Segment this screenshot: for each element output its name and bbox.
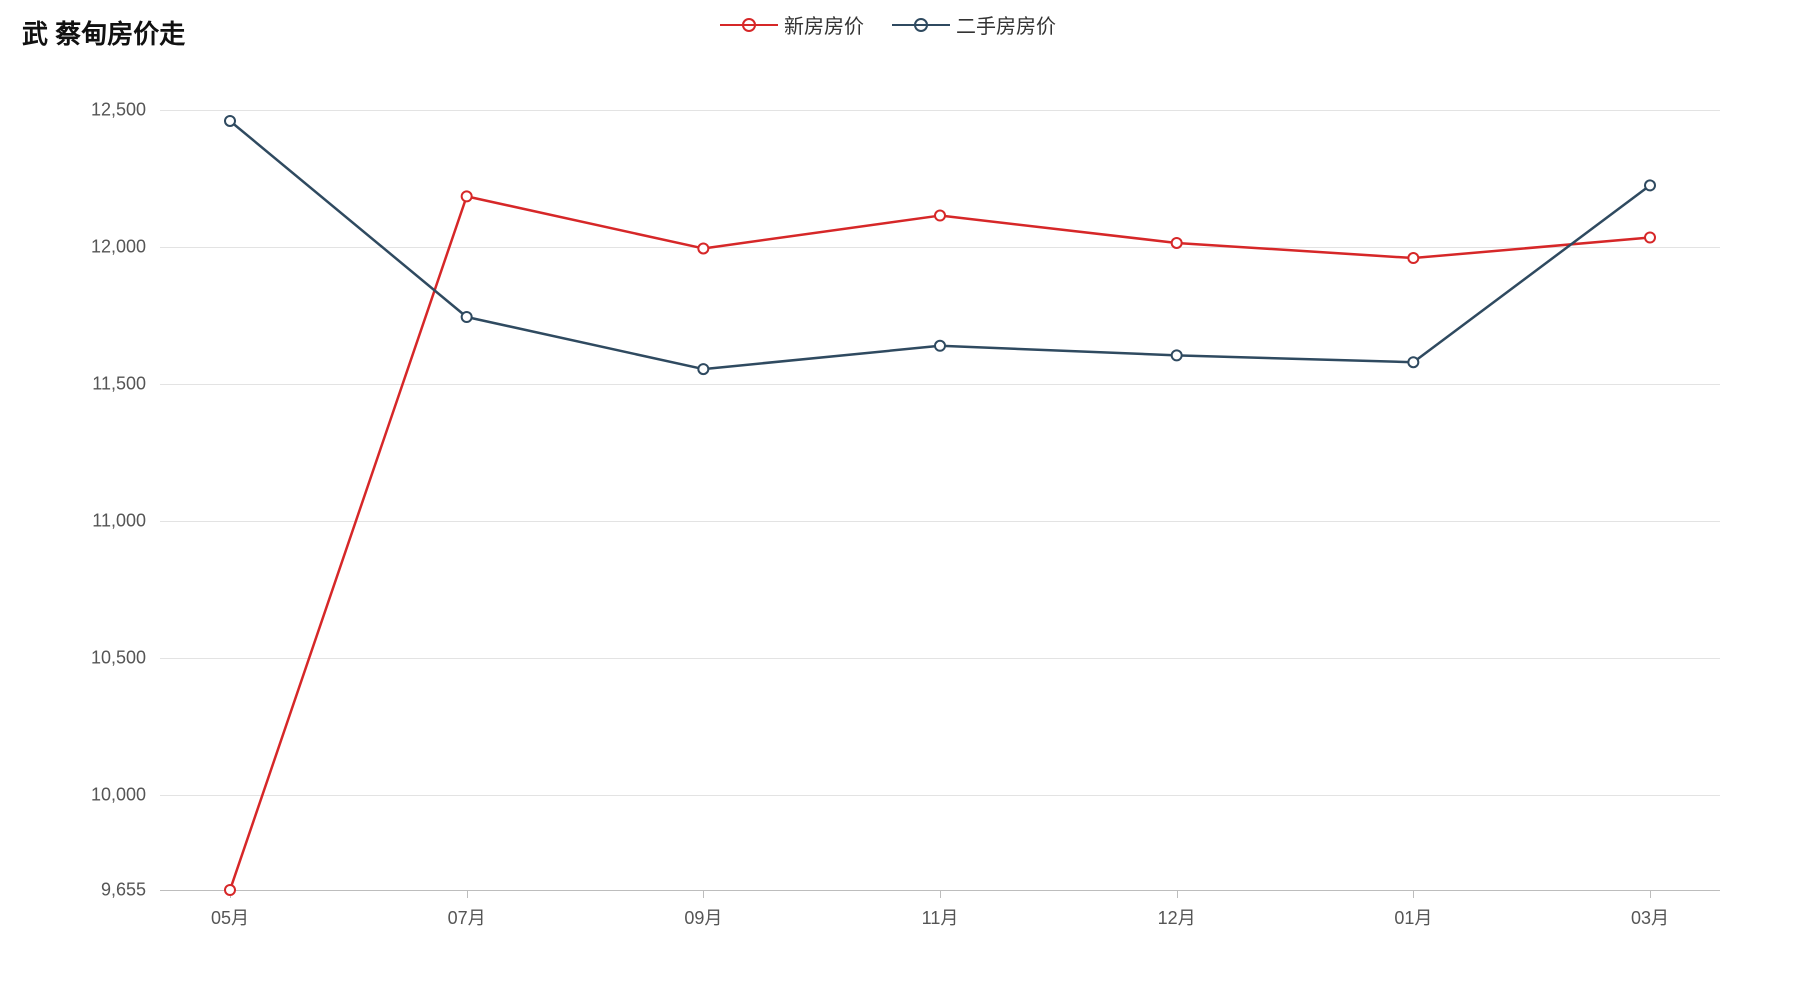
data-point: [462, 191, 472, 201]
data-point: [1172, 238, 1182, 248]
data-point: [225, 116, 235, 126]
x-tick: [1650, 890, 1651, 898]
y-tick-label: 11,500: [92, 374, 146, 395]
legend-item-second: 二手房房价: [892, 10, 1056, 39]
y-tick-label: 10,500: [91, 648, 146, 669]
data-point: [1645, 232, 1655, 242]
x-tick: [703, 890, 704, 898]
x-tick-label: 05月: [211, 904, 249, 930]
y-tick-label: 11,000: [92, 511, 146, 532]
data-point: [1408, 253, 1418, 263]
legend-label-new: 新房房价: [784, 10, 864, 39]
x-tick: [1177, 890, 1178, 898]
data-point: [1645, 180, 1655, 190]
legend: 新房房价 二手房房价: [720, 10, 1056, 39]
x-tick-label: 07月: [448, 904, 486, 930]
data-point: [935, 341, 945, 351]
series-line: [230, 121, 1650, 369]
y-tick-label: 10,000: [91, 785, 146, 806]
x-tick: [940, 890, 941, 898]
series-svg: [160, 110, 1720, 890]
data-point: [698, 364, 708, 374]
data-point: [462, 312, 472, 322]
legend-label-second: 二手房房价: [956, 10, 1056, 39]
x-tick-label: 11月: [922, 904, 959, 930]
x-tick-label: 12月: [1158, 904, 1196, 930]
legend-item-new: 新房房价: [720, 10, 864, 39]
chart-container: 武 蔡甸房价走 新房房价 二手房房价 9,65510,00010,50011,0…: [0, 0, 1800, 1000]
data-point: [935, 211, 945, 221]
x-tick-label: 01月: [1394, 904, 1432, 930]
y-tick-label: 9,655: [101, 880, 146, 901]
chart-title: 武 蔡甸房价走: [22, 14, 185, 51]
data-point: [1408, 357, 1418, 367]
y-tick-label: 12,500: [91, 100, 146, 121]
x-tick: [1413, 890, 1414, 898]
data-point: [225, 885, 235, 895]
plot-area: 9,65510,00010,50011,00011,50012,00012,50…: [160, 110, 1720, 890]
x-tick-label: 03月: [1631, 904, 1669, 930]
y-tick-label: 12,000: [91, 237, 146, 258]
data-point: [1172, 350, 1182, 360]
x-tick-label: 09月: [684, 904, 722, 930]
x-tick: [467, 890, 468, 898]
legend-line-new: [720, 24, 742, 26]
legend-line-second: [892, 24, 914, 26]
series-line: [230, 196, 1650, 890]
data-point: [698, 243, 708, 253]
